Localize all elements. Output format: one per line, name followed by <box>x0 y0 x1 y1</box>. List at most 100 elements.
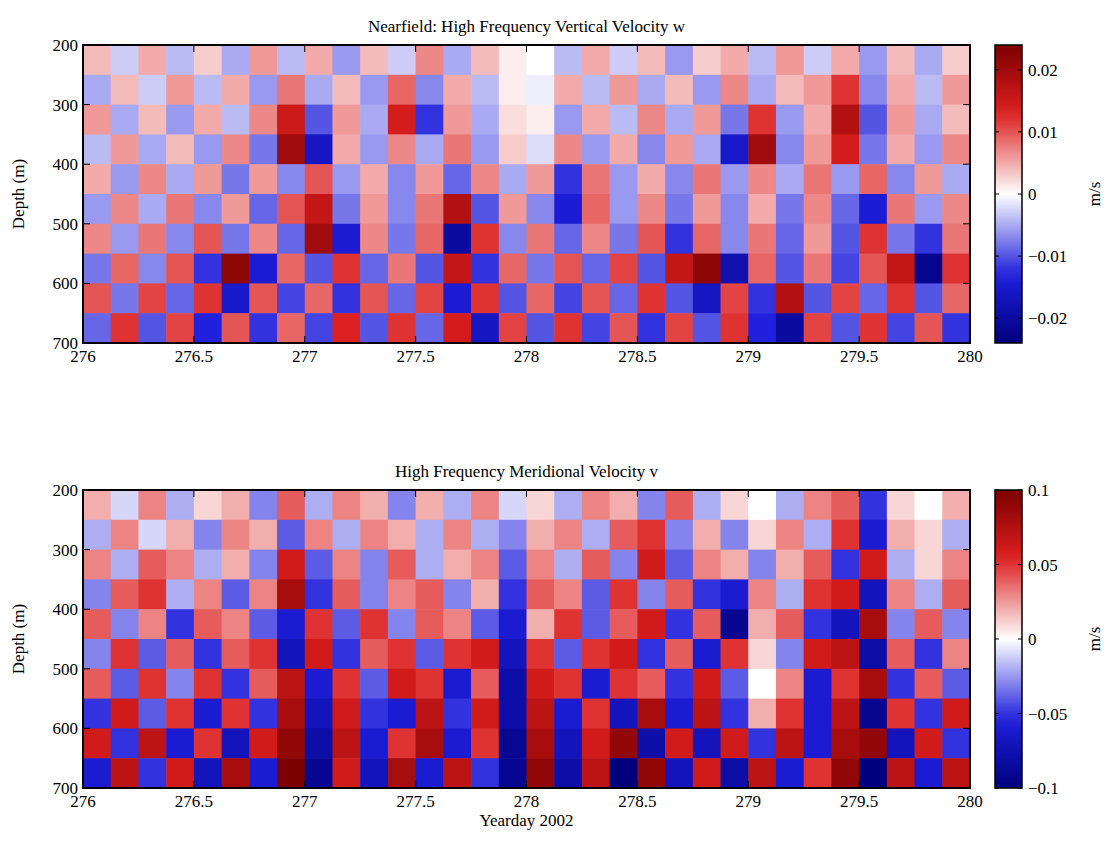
cell <box>388 194 416 224</box>
cell <box>83 194 111 224</box>
cell <box>915 669 943 699</box>
colorbar-tick-label: 0 <box>1028 630 1037 649</box>
cell <box>748 609 776 639</box>
colorbar-label: m/s <box>1085 627 1104 652</box>
x-tick-label: 277 <box>292 792 318 811</box>
colorbar-tick <box>995 490 999 491</box>
x-tick <box>304 781 305 788</box>
cell <box>859 669 887 699</box>
cell <box>83 609 111 639</box>
cell <box>166 669 194 699</box>
x-tick <box>859 490 860 497</box>
cell <box>471 490 499 520</box>
cell <box>637 45 665 75</box>
cell <box>887 254 915 284</box>
cell <box>776 224 804 254</box>
cell <box>721 194 749 224</box>
cell <box>499 490 527 520</box>
y-tick-label: 600 <box>53 719 79 738</box>
cell <box>665 105 693 135</box>
cell <box>194 490 222 520</box>
cell <box>388 758 416 788</box>
cell <box>693 313 721 343</box>
cell <box>610 105 638 135</box>
cell <box>554 283 582 313</box>
colorbar-tick <box>1018 131 1022 132</box>
cell <box>610 728 638 758</box>
cell <box>582 758 610 788</box>
y-tick <box>963 788 970 789</box>
y-tick <box>83 609 90 610</box>
cell <box>887 313 915 343</box>
cell <box>859 224 887 254</box>
cell <box>831 194 859 224</box>
cell <box>277 45 305 75</box>
cell <box>637 283 665 313</box>
cell <box>721 254 749 284</box>
cell <box>83 254 111 284</box>
cell <box>138 728 166 758</box>
x-tick <box>526 45 527 52</box>
cell <box>804 669 832 699</box>
cell <box>748 75 776 105</box>
cell <box>693 164 721 194</box>
cell <box>332 313 360 343</box>
cell <box>610 609 638 639</box>
cell <box>554 490 582 520</box>
cell <box>249 105 277 135</box>
y-tick-label: 700 <box>53 334 79 353</box>
colorbar-tick-label: −0.1 <box>1028 779 1059 798</box>
cell <box>471 699 499 729</box>
cell <box>360 609 388 639</box>
colorbar-tick <box>995 256 999 257</box>
cell <box>138 609 166 639</box>
cell <box>83 520 111 550</box>
cell <box>693 699 721 729</box>
cell <box>471 105 499 135</box>
cell <box>748 224 776 254</box>
cell <box>637 254 665 284</box>
cell <box>915 164 943 194</box>
cell <box>249 728 277 758</box>
cell <box>721 313 749 343</box>
x-tick <box>415 45 416 52</box>
cell <box>305 639 333 669</box>
cell <box>332 609 360 639</box>
colorbar-tick-label: −0.05 <box>1028 705 1067 724</box>
cell <box>111 758 139 788</box>
cell <box>332 194 360 224</box>
cell <box>360 728 388 758</box>
cell <box>111 134 139 164</box>
cell <box>388 75 416 105</box>
cell <box>416 224 444 254</box>
cell <box>166 699 194 729</box>
cell <box>748 194 776 224</box>
cell <box>637 520 665 550</box>
cell <box>804 520 832 550</box>
cell <box>471 669 499 699</box>
cell <box>804 224 832 254</box>
cell <box>859 728 887 758</box>
cell <box>138 550 166 580</box>
cell <box>222 520 250 550</box>
cell <box>388 579 416 609</box>
cell <box>194 45 222 75</box>
cell <box>582 669 610 699</box>
cell <box>665 490 693 520</box>
cell <box>166 609 194 639</box>
cell <box>305 758 333 788</box>
cell <box>887 728 915 758</box>
cell <box>305 283 333 313</box>
cell <box>665 283 693 313</box>
cell <box>637 579 665 609</box>
cell <box>665 194 693 224</box>
cells <box>83 45 970 343</box>
y-tick <box>83 728 90 729</box>
cell <box>499 75 527 105</box>
cell <box>693 669 721 699</box>
cell <box>249 45 277 75</box>
cell <box>277 579 305 609</box>
cell <box>859 164 887 194</box>
cell <box>887 699 915 729</box>
cell <box>166 134 194 164</box>
